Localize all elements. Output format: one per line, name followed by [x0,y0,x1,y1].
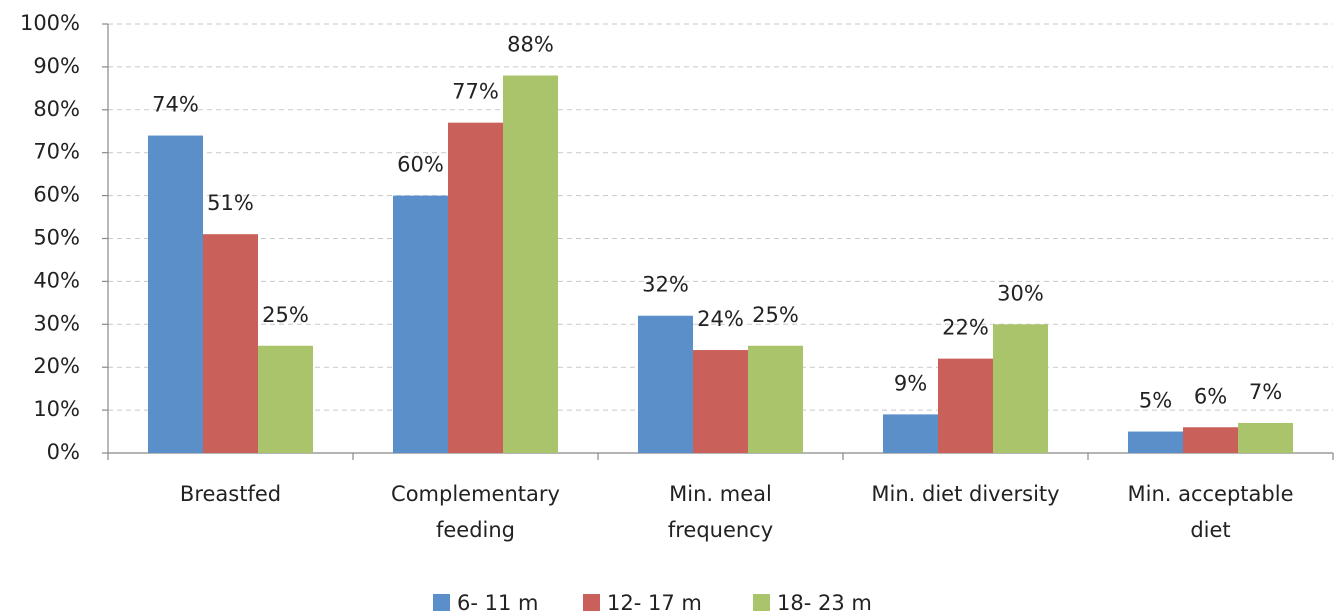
y-tick-label: 80% [33,97,80,121]
bar [693,350,748,453]
x-tick-label: Min. diet diversity [871,482,1059,506]
legend-label: 6- 11 m [457,591,538,615]
x-tick-label: frequency [668,518,773,542]
bar [448,122,503,454]
bar [638,315,693,453]
x-tick-label: Complementary [391,482,560,506]
y-tick-label: 10% [33,397,80,421]
bar [258,345,313,453]
y-tick-label: 100% [20,11,80,35]
x-tick-label: diet [1190,518,1230,542]
data-label: 9% [894,371,927,395]
data-label: 6% [1194,384,1227,408]
data-label: 77% [452,80,499,104]
data-label: 60% [397,153,444,177]
bar [148,135,203,454]
data-label: 5% [1139,389,1172,413]
y-tick-label: 60% [33,183,80,207]
data-label: 7% [1249,380,1282,404]
y-tick-label: 90% [33,54,80,78]
bar [883,414,938,453]
y-tick-label: 70% [33,140,80,164]
legend-swatch [583,594,600,611]
y-tick-label: 40% [33,268,80,292]
data-label: 32% [642,273,689,297]
bar [1128,431,1183,453]
y-tick-label: 30% [33,311,80,335]
data-label: 30% [997,281,1044,305]
x-tick-label: feeding [436,518,515,542]
data-label: 25% [262,303,309,327]
x-tick-label: Min. acceptable [1127,482,1293,506]
x-tick-label: Breastfed [180,482,281,506]
legend-swatch [753,594,770,611]
bar [203,234,258,453]
bar [938,358,993,453]
data-label: 88% [507,32,554,56]
y-tick-label: 20% [33,354,80,378]
data-label: 25% [752,303,799,327]
bar [993,324,1048,453]
data-label: 74% [152,93,199,117]
data-label: 24% [697,307,744,331]
data-label: 22% [942,316,989,340]
bar [1238,422,1293,453]
y-tick-label: 0% [47,440,80,464]
bar [748,345,803,453]
bar [393,195,448,453]
y-tick-label: 50% [33,226,80,250]
bar [503,75,558,453]
x-tick-label: Min. meal [669,482,772,506]
data-label: 51% [207,191,254,215]
legend-label: 12- 17 m [607,591,702,615]
bar [1183,427,1238,453]
legend-swatch [433,594,450,611]
legend-label: 18- 23 m [777,591,872,615]
